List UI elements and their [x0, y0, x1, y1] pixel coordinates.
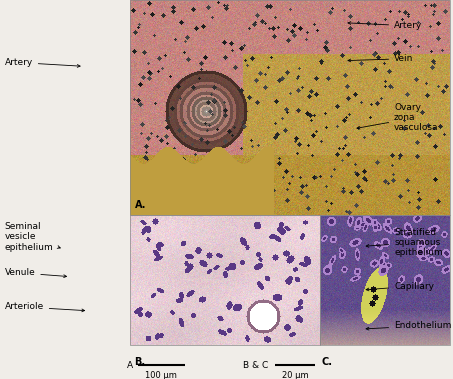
Text: Seminal
vesicle
epithelium: Seminal vesicle epithelium — [5, 222, 60, 252]
Text: B.: B. — [134, 357, 145, 367]
Text: 20 μm: 20 μm — [282, 371, 308, 379]
Text: Stratified
squamous
epithelium: Stratified squamous epithelium — [366, 228, 443, 257]
Text: B & C: B & C — [243, 360, 268, 370]
Text: Endothelium: Endothelium — [366, 321, 452, 330]
Text: Ovary
zona
vasculosa: Ovary zona vasculosa — [357, 103, 439, 132]
Text: Arteriole: Arteriole — [5, 302, 85, 312]
Text: Artery: Artery — [5, 58, 80, 67]
Text: A: A — [127, 360, 133, 370]
Text: C.: C. — [322, 357, 333, 367]
Bar — [130, 215, 320, 345]
Text: Capillary: Capillary — [366, 282, 434, 291]
Text: A.: A. — [135, 200, 146, 210]
Text: Artery: Artery — [348, 21, 422, 30]
Bar — [130, 0, 450, 215]
Text: Venule: Venule — [5, 268, 67, 277]
Bar — [0, 0, 130, 379]
Text: Vein: Vein — [348, 54, 414, 63]
Bar — [320, 215, 450, 345]
Text: 100 μm: 100 μm — [145, 371, 177, 379]
